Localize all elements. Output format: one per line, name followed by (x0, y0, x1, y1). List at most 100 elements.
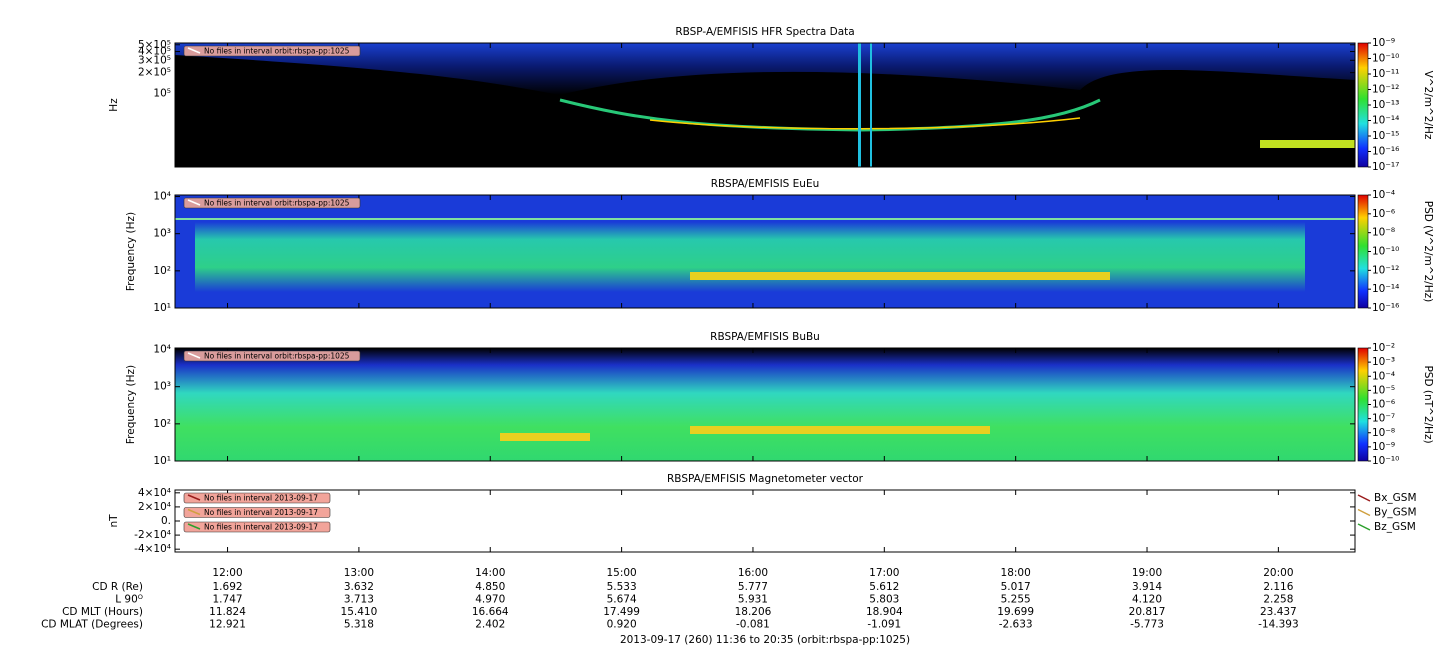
y-tick-label: 10¹ (153, 302, 171, 314)
y-tick-label: 10³ (153, 381, 171, 393)
colorbar (1357, 194, 1369, 309)
colorbar-tick-label: 10⁻³ (1372, 356, 1395, 368)
x-tick-label: 12:00 (212, 567, 242, 579)
ephemeris-value: 16.664 (472, 606, 509, 618)
ephemeris-value: -5.773 (1130, 619, 1164, 631)
legend-swatch (1357, 494, 1371, 502)
colorbar-tick-label: 10⁻¹⁰ (1372, 53, 1399, 65)
colorbar-tick-label: 10⁻² (1372, 342, 1395, 354)
panel-title: RBSPA/EMFISIS BuBu (710, 331, 820, 343)
y-tick-label: 4×10⁴ (138, 487, 171, 499)
y-tick-label: 10⁴ (153, 344, 171, 356)
ephemeris-value: 4.850 (475, 581, 505, 593)
ephemeris-value: 5.255 (1001, 594, 1031, 606)
colorbar (1357, 42, 1369, 168)
y-axis-label: Frequency (Hz) (125, 365, 137, 444)
y-tick-label: 10¹ (153, 455, 171, 467)
annotation-icon (187, 47, 201, 54)
y-axis-label: Hz (108, 98, 120, 112)
ephemeris-value: 23.437 (1260, 606, 1297, 618)
y-tick-label: 2×10⁵ (138, 67, 171, 79)
annotation-icon (187, 199, 201, 206)
colorbar (1357, 347, 1369, 462)
ephemeris-label: CD MLT (Hours) (62, 606, 143, 618)
legend-swatch (1357, 508, 1371, 517)
colorbar-tick-label: 10⁻¹⁵ (1372, 130, 1399, 142)
ephemeris-value: 3.914 (1132, 581, 1162, 593)
legend-label: By_GSM (1374, 507, 1417, 519)
colorbar-tick-label: 10⁻⁸ (1372, 227, 1395, 239)
ephemeris-value: 5.674 (607, 594, 637, 606)
colorbar-tick-label: 10⁻¹⁴ (1372, 283, 1399, 295)
ephemeris-value: 20.817 (1129, 606, 1166, 618)
footer: 2013-09-17 (260) 11:36 to 20:35 (orbit:r… (620, 634, 910, 646)
y-tick-label: 10⁵ (153, 88, 171, 100)
ephemeris-value: 5.931 (738, 594, 768, 606)
ephemeris-value: -1.091 (867, 619, 901, 631)
annotation-icon (187, 352, 201, 359)
y-tick-label: 10² (153, 418, 171, 430)
ephemeris-value: 3.632 (344, 581, 374, 593)
ephemeris-value: -14.393 (1258, 619, 1299, 631)
annotation-icon (187, 494, 201, 501)
ephemeris-value: 18.206 (735, 606, 772, 618)
colorbar-tick-label: 10⁻¹⁰ (1372, 246, 1399, 258)
ephemeris-value: -2.633 (999, 619, 1033, 631)
y-axis-label: Frequency (Hz) (125, 212, 137, 291)
ephemeris-value: 5.318 (344, 619, 374, 631)
ephemeris-value: 2.258 (1263, 594, 1293, 606)
panel-title: RBSPA/EMFISIS EuEu (711, 178, 820, 190)
ephemeris-value: 5.803 (869, 594, 899, 606)
panel-frame (174, 347, 1356, 462)
colorbar-tick-label: 10⁻¹³ (1372, 99, 1399, 111)
annotation-box (183, 350, 361, 362)
colorbar-tick-label: 10⁻¹¹ (1372, 68, 1399, 80)
y-tick-label: 10³ (153, 228, 171, 240)
annotation-text: No files in interval orbit:rbspa-pp:1025 (204, 352, 350, 361)
colorbar-tick-label: 10⁻⁵ (1372, 384, 1395, 396)
x-tick-label: 13:00 (344, 567, 374, 579)
ephemeris-value: 17.499 (603, 606, 640, 618)
ephemeris-value: 0.920 (607, 619, 637, 631)
x-tick-label: 14:00 (475, 567, 505, 579)
annotation-box (183, 492, 331, 504)
ephemeris-value: 2.402 (475, 619, 505, 631)
ephemeris-value: -0.081 (736, 619, 770, 631)
colorbar-tick-label: 10⁻⁶ (1372, 208, 1395, 220)
y-tick-label: 4×10⁵ (138, 46, 171, 58)
colorbar-tick-label: 10⁻¹² (1372, 84, 1399, 96)
y-tick-label: -2×10⁴ (134, 529, 171, 541)
colorbar-tick-label: 10⁻¹⁰ (1372, 455, 1399, 467)
x-tick-label: 17:00 (869, 567, 899, 579)
x-tick-label: 19:00 (1132, 567, 1162, 579)
ephemeris-label: CD MLAT (Degrees) (41, 619, 143, 631)
y-tick-label: 10⁴ (153, 191, 171, 203)
legend-label: Bx_GSM (1374, 492, 1417, 504)
y-tick-label: 5×10⁵ (138, 39, 171, 51)
colorbar-tick-label: 10⁻⁸ (1372, 427, 1395, 439)
colorbar-tick-label: 10⁻⁷ (1372, 413, 1395, 425)
x-tick-label: 15:00 (606, 567, 636, 579)
annotation-box (183, 521, 331, 533)
ephemeris-label: CD R (Re) (92, 581, 143, 593)
panel-title: RBSP-A/EMFISIS HFR Spectra Data (675, 26, 854, 38)
y-tick-label: 2×10⁴ (138, 501, 171, 513)
ephemeris-value: 15.410 (341, 606, 378, 618)
ephemeris-value: 1.747 (213, 594, 243, 606)
ephemeris-value: 5.017 (1001, 581, 1031, 593)
annotation-box (183, 507, 331, 518)
legend-label: Bz_GSM (1374, 521, 1416, 533)
annotation-text: No files in interval orbit:rbspa-pp:1025 (204, 47, 350, 56)
colorbar-tick-label: 10⁻⁹ (1372, 441, 1395, 453)
ephemeris-value: 3.713 (344, 594, 374, 606)
colorbar-label: PSD (nT^2/Hz) (1422, 365, 1434, 443)
annotation-box (183, 197, 361, 209)
y-tick-label: -4×10⁴ (134, 543, 171, 555)
annotation-text: No files in interval orbit:rbspa-pp:1025 (204, 199, 350, 208)
colorbar-tick-label: 10⁻⁴ (1372, 189, 1395, 201)
ephemeris-value: 5.612 (869, 581, 899, 593)
colorbar-tick-label: 10⁻⁹ (1372, 37, 1395, 49)
ephemeris-value: 5.777 (738, 581, 768, 593)
ephemeris-value: 5.533 (607, 581, 637, 593)
